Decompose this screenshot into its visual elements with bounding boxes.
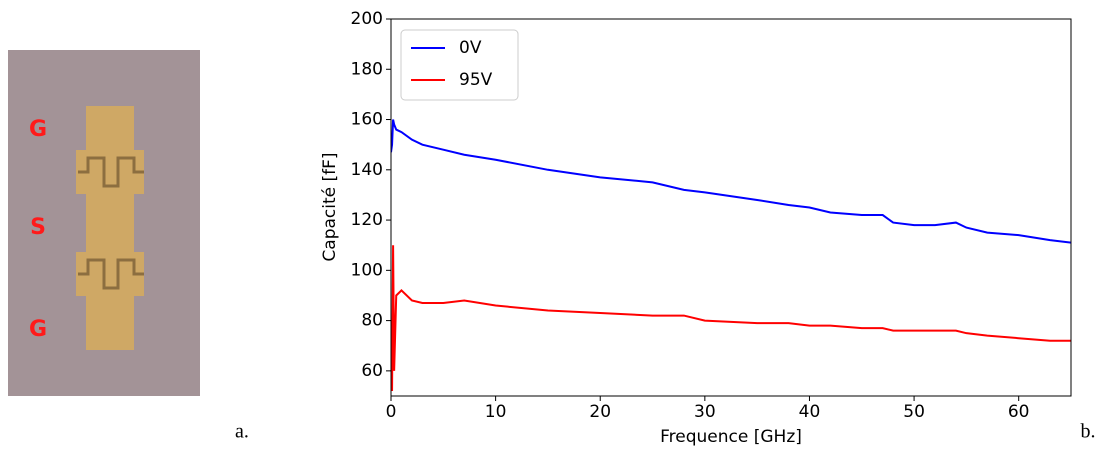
photo-label: S [30,215,46,240]
x-tick-label: 30 [694,402,716,422]
y-tick-label: 60 [361,361,383,381]
x-tick-label: 40 [799,402,821,422]
y-tick-label: 140 [351,160,383,180]
legend-label: 95V [459,70,493,90]
x-tick-label: 0 [386,402,397,422]
y-tick-label: 200 [351,9,383,29]
y-axis-label: Capacité [fF] [320,152,340,261]
panel-label: a. [235,421,249,443]
legend-label: 0V [459,38,482,58]
plot-frame [390,18,1072,397]
y-tick-label: 80 [361,311,383,331]
y-tick-label: 180 [351,59,383,79]
x-tick-label: 20 [589,402,611,422]
line [391,119,1071,244]
line [391,245,1071,391]
x-tick-label: 50 [903,402,925,422]
y-tick-label: 100 [351,260,383,280]
x-axis-label: Frequence [GHz] [660,427,802,447]
photo [8,50,200,396]
photo-label: G [29,317,47,342]
x-tick-label: 10 [485,402,507,422]
photo-label: G [29,117,47,142]
y-tick-label: 120 [351,210,383,230]
panel-label: b. [1081,421,1096,443]
y-tick-label: 160 [351,110,383,130]
x-tick-label: 60 [1008,402,1030,422]
